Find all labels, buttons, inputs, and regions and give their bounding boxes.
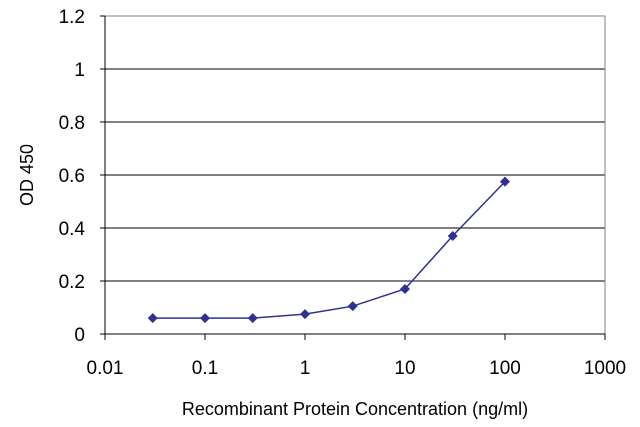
x-tick-label-2: 1 [300,358,311,379]
data-point-0-3 [300,309,310,320]
x-tick-label-3: 10 [394,358,415,379]
data-point-0-0 [147,313,158,324]
y-tick-label-6: 1.2 [59,7,85,28]
x-axis-ticks: 0.01 0.1 1 10 100 1000 [87,334,626,379]
data-point-0-7 [500,176,510,187]
series-line-0 [152,181,506,319]
data-point-0-1 [200,313,210,324]
data-point-0-2 [247,313,258,324]
y-tick-label-1: 0.2 [59,272,85,293]
y-tick-label-2: 0.4 [59,219,86,240]
data-point-0-4 [347,301,358,312]
data-point-0-5 [400,283,410,294]
y-axis-title: OD 450 [17,144,37,206]
x-tick-label-0: 0.01 [87,358,124,379]
series-group [147,176,510,324]
x-tick-label-5: 1000 [584,358,626,379]
y-tick-label-3: 0.6 [59,166,85,187]
gridlines [105,15,605,282]
x-tick-label-1: 0.1 [192,358,218,379]
data-point-0-6 [447,230,458,241]
x-tick-label-4: 100 [489,358,521,379]
y-tick-label-4: 0.8 [59,113,85,134]
x-axis-title: Recombinant Protein Concentration (ng/ml… [182,399,528,419]
y-tick-label-5: 1 [74,60,85,81]
y-axis-ticks: 0 0.2 0.4 0.6 0.8 1 1.2 [59,7,105,346]
y-tick-label-0: 0 [74,325,85,346]
